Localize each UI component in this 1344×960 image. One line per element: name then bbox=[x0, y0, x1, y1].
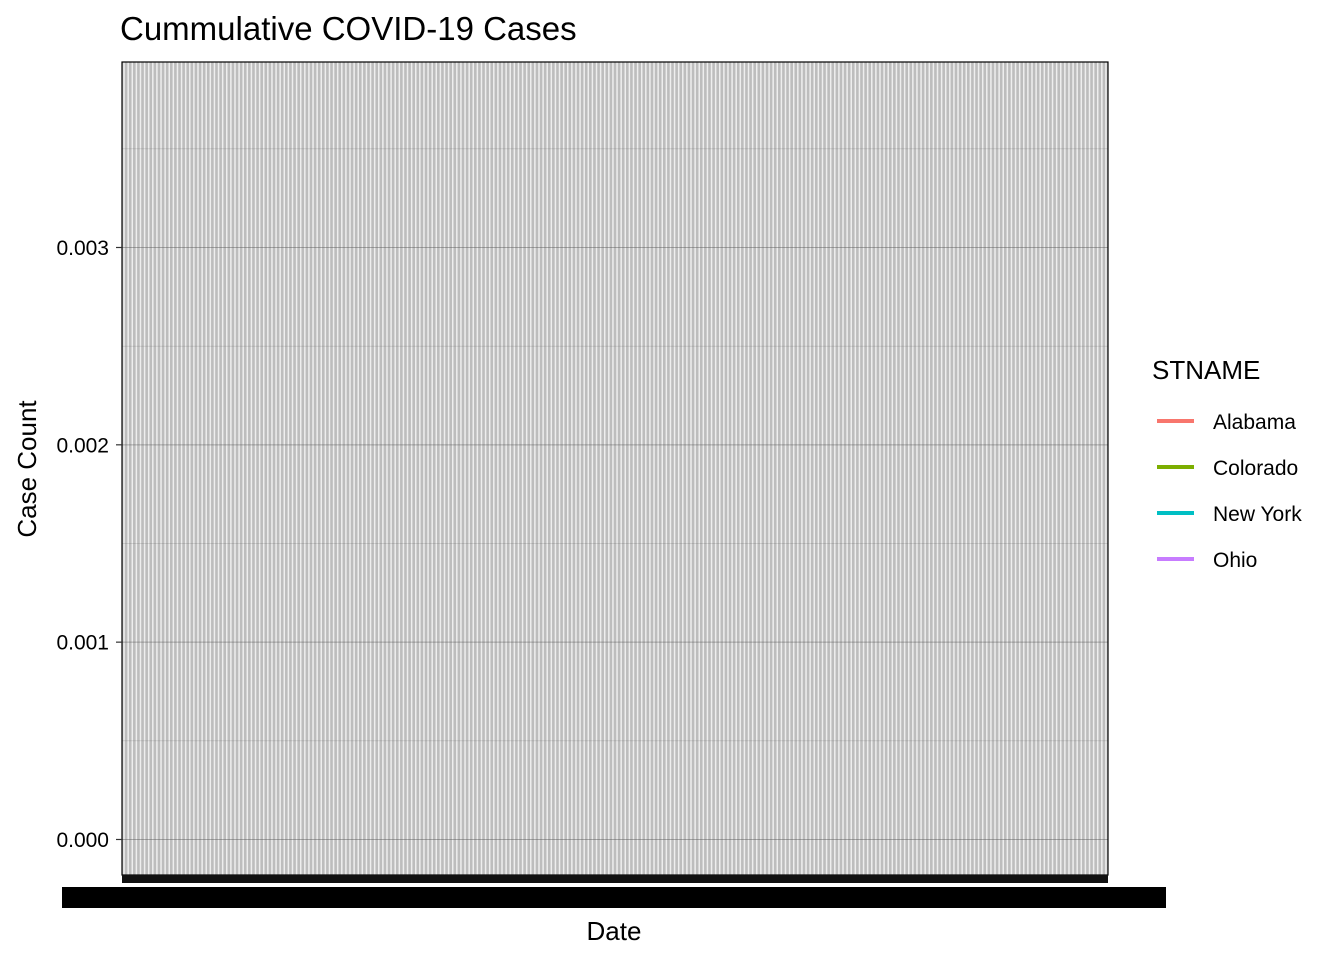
y-gridlines bbox=[122, 148, 1108, 840]
x-tick-marks bbox=[122, 875, 1108, 883]
y-axis: 0.000 0.001 0.002 0.003 bbox=[56, 237, 122, 852]
legend-label: Alabama bbox=[1213, 411, 1296, 434]
legend-item: New York bbox=[1157, 503, 1302, 526]
chart-title: Cummulative COVID-19 Cases bbox=[120, 10, 577, 47]
legend: STNAME Alabama Colorado New York Ohio bbox=[1152, 355, 1302, 572]
x-gridlines bbox=[123, 62, 1107, 875]
y-tick-label: 0.001 bbox=[56, 632, 109, 655]
legend-label: Ohio bbox=[1213, 549, 1257, 572]
legend-label: New York bbox=[1213, 503, 1302, 526]
legend-item: Colorado bbox=[1157, 457, 1298, 480]
x-axis-title: Date bbox=[587, 916, 642, 946]
y-axis-title: Case Count bbox=[12, 400, 42, 538]
legend-item: Alabama bbox=[1157, 411, 1296, 434]
plot-panel bbox=[121, 61, 1109, 876]
x-axis-ticks bbox=[62, 875, 1166, 908]
y-tick-label: 0.003 bbox=[56, 237, 109, 260]
legend-item: Ohio bbox=[1157, 549, 1257, 572]
legend-label: Colorado bbox=[1213, 457, 1298, 480]
legend-title: STNAME bbox=[1152, 355, 1260, 385]
y-tick-label: 0.002 bbox=[56, 434, 109, 457]
panel-background bbox=[122, 62, 1108, 875]
x-tick-labels-overlap bbox=[62, 887, 1166, 908]
y-tick-label: 0.000 bbox=[56, 829, 109, 852]
